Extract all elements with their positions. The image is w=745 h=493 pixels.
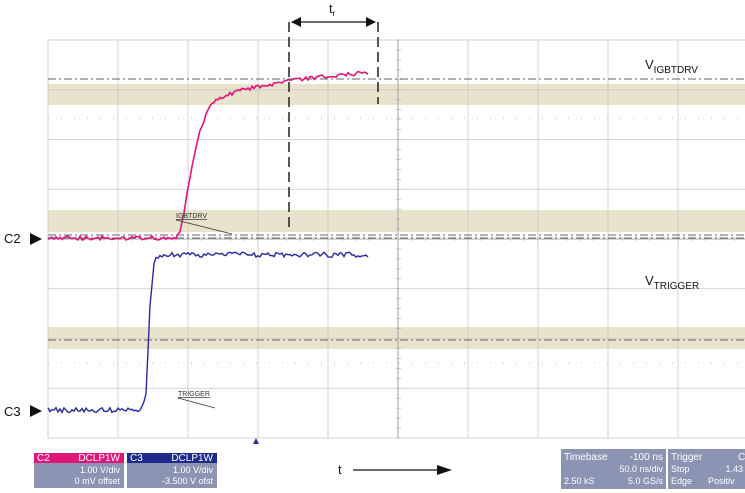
c3-settings-panel[interactable]: C3 DCLP1W 1.00 V/div -3.500 V ofst (127, 453, 217, 488)
c2-settings-panel[interactable]: C2 DCLP1W 1.00 V/div 0 mV offset (34, 453, 124, 488)
label-vigbtdrv: VIGBTDRV (645, 57, 698, 76)
timebase-value: -100 ns (630, 452, 663, 463)
marker-c3-label: C3 (4, 404, 21, 419)
timebase-div: 50.0 ns/div (619, 464, 663, 474)
grid (47, 39, 745, 439)
band-upper (48, 84, 745, 105)
label-vtrigger: VTRIGGER (645, 273, 699, 292)
timebase-samples: 2.50 kS (564, 476, 595, 486)
trace-tag-trigger-pointer (177, 397, 216, 409)
trigger-slope: Positiv (708, 476, 735, 486)
rise-time-label: tr (329, 1, 336, 18)
c2-panel-tag: DCLP1W (78, 453, 120, 464)
trigger-type: Edge (671, 476, 692, 486)
band-middle (48, 210, 745, 232)
marker-c2-label: C2 (4, 231, 21, 246)
c3-panel-offset: -3.500 V ofst (162, 476, 214, 486)
time-axis-arrowhead (437, 465, 452, 475)
trigger-title: Trigger (671, 452, 703, 463)
c3-panel-tag: DCLP1W (171, 453, 213, 464)
trace-vigbtdrv (47, 70, 369, 242)
marker-c3-arrow (30, 405, 42, 417)
trigger-position-marker (253, 438, 259, 444)
c2-panel-id: C2 (37, 453, 50, 464)
timebase-title: Timebase (564, 452, 608, 463)
band-lower (48, 327, 745, 349)
trigger-src: C3 (738, 452, 745, 463)
trace-tag-trigger: TRIGGER (178, 391, 210, 398)
trigger-panel[interactable]: Trigger C3 Stop 1.43 Edge Positiv (668, 449, 745, 489)
rise-time-marker (288, 17, 379, 228)
trace-vtrigger (47, 251, 369, 415)
timebase-rate: 5.0 GS/s (628, 476, 664, 486)
time-axis-label: t (338, 462, 342, 477)
c2-panel-vdiv: 1.00 V/div (80, 465, 121, 475)
timebase-panel[interactable]: Timebase -100 ns 50.0 ns/div 2.50 kS 5.0… (561, 449, 666, 489)
c3-panel-id: C3 (130, 453, 143, 464)
trigger-mode: Stop (671, 464, 690, 474)
trace-tag-igbtdrv: IGBTDRV (176, 213, 207, 220)
trace-tag-igbtdrv-pointer (175, 219, 233, 235)
c3-panel-vdiv: 1.00 V/div (173, 465, 214, 475)
c2-panel-offset: 0 mV offset (75, 476, 121, 486)
trigger-level: 1.43 (725, 464, 743, 474)
marker-c2-arrow (30, 233, 42, 245)
